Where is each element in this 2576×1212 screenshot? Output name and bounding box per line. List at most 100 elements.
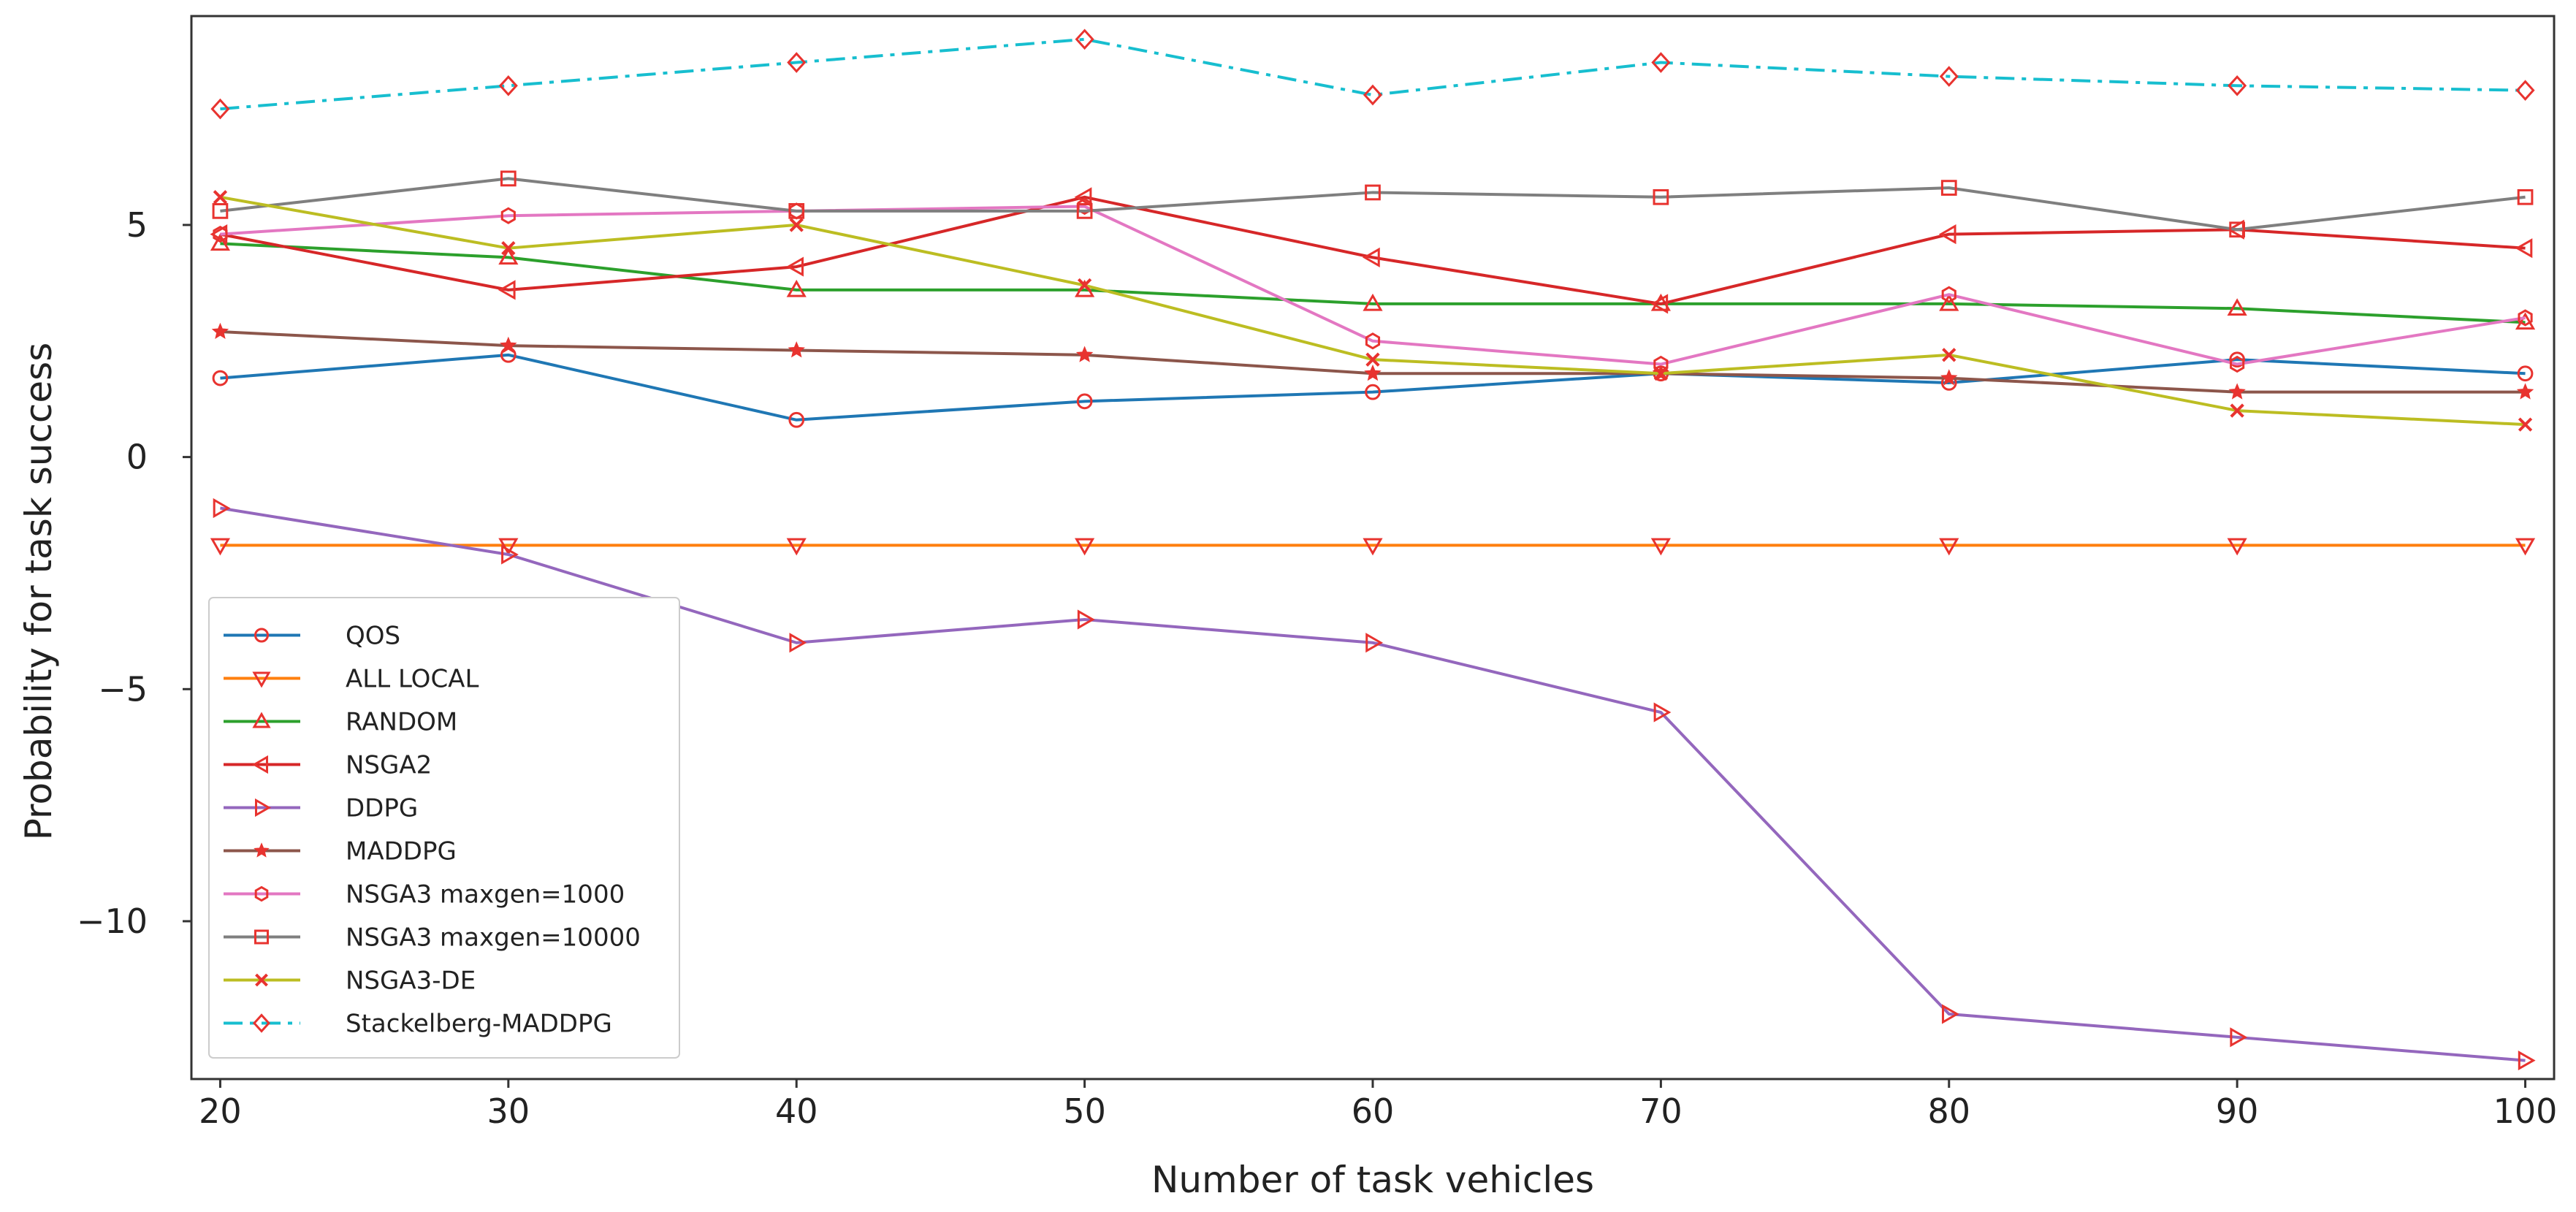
data-point [1075,346,1094,362]
legend-item: ALL LOCAL [224,665,479,694]
legend-box [208,597,680,1059]
data-point [1365,633,1384,653]
series-maddpg [211,322,2534,400]
series-nsga2 [210,187,2533,314]
series-nsga3-maxgen-10000 [212,170,2534,238]
data-point [2227,298,2247,316]
y-tick-label: 0 [126,438,148,477]
legend-label: NSGA3 maxgen=10000 [346,923,641,953]
data-point [1074,187,1092,207]
y-tick-label: 5 [126,205,148,245]
data-point [1075,28,1094,50]
data-point [501,544,519,565]
legend-label: DDPG [346,794,418,823]
series-stackelberg-maddpg [210,28,2535,120]
data-point [1077,197,1092,216]
legend-marker [254,885,269,902]
series-all-local [210,538,2536,556]
data-point [2228,75,2247,96]
legend-label: ALL LOCAL [346,665,479,694]
data-point [1365,184,1381,201]
x-tick-label: 30 [487,1091,530,1131]
y-tick-label: −10 [77,902,148,941]
data-point [2515,238,2533,259]
series-line [220,37,2526,111]
data-point [1653,366,1669,381]
data-point [1075,538,1095,556]
series-line [220,242,2526,324]
series-nsga3-de [213,190,2533,432]
data-point [2515,538,2536,556]
series-line [220,177,2526,232]
legend-item: QOS [224,622,400,651]
data-point [2229,351,2246,368]
legend-label: NSGA3-DE [346,967,476,996]
data-point [210,233,231,251]
data-point [1363,538,1383,556]
data-point [1942,348,1956,362]
legend-label: NSGA2 [346,751,432,780]
legend-marker [254,929,269,945]
legend-item: RANDOM [224,708,457,737]
legend-item: NSGA2 [224,751,432,780]
legend-marker [254,628,269,643]
data-point [786,538,807,556]
data-point [1650,294,1669,314]
series-line [220,353,2526,422]
legend-marker [251,755,268,774]
data-point [1653,702,1672,723]
legend-label: RANDOM [346,708,457,737]
data-point [788,203,805,219]
legend-marker [252,671,271,688]
y-tick-label: −5 [98,669,148,709]
data-point [1939,293,1959,311]
data-point [1077,609,1095,630]
data-point [1077,278,1092,293]
legend: QOS ALL LOCAL RANDOM NSGA2 DDPG MADDPG NSGA3 m… [208,597,680,1059]
data-point [1653,188,1669,205]
data-point [1365,384,1381,400]
data-point [787,52,807,73]
legend-marker [252,1013,271,1033]
data-point [1362,247,1380,267]
data-point [501,241,516,256]
x-axis-title: Number of task vehicles [1151,1159,1594,1201]
data-point [1363,293,1383,311]
data-point [2230,403,2244,418]
data-point [1076,393,1093,410]
data-point [2517,188,2534,205]
series-line [220,195,2526,305]
series-ddpg [213,498,2536,1071]
data-point [212,203,229,219]
data-point [2518,1051,2536,1071]
legend-item: NSGA3-DE [224,967,476,996]
data-point [498,280,516,300]
x-tick-label: 100 [2493,1091,2558,1131]
data-point [498,75,518,96]
data-point [213,190,228,205]
data-point [213,225,228,243]
data-point [786,256,804,277]
x-tick-label: 90 [2216,1091,2259,1131]
data-point [1940,180,1957,196]
data-point [212,370,229,386]
data-point [498,538,519,556]
series-line [220,506,2526,1062]
data-point [2517,365,2534,382]
legend-label: Stackelberg-MADDPG [346,1010,612,1039]
data-point [2518,309,2533,327]
data-point [498,247,519,265]
data-point [2518,417,2533,432]
data-point [1940,369,1958,386]
data-point [500,207,516,224]
data-point [211,322,229,340]
data-point [1076,203,1093,219]
legend-marker [254,842,270,858]
data-point [500,170,517,187]
data-point [2515,312,2536,330]
data-point [2228,383,2246,400]
legend-marker [255,798,272,817]
data-point [213,498,231,519]
data-point [1363,84,1383,106]
